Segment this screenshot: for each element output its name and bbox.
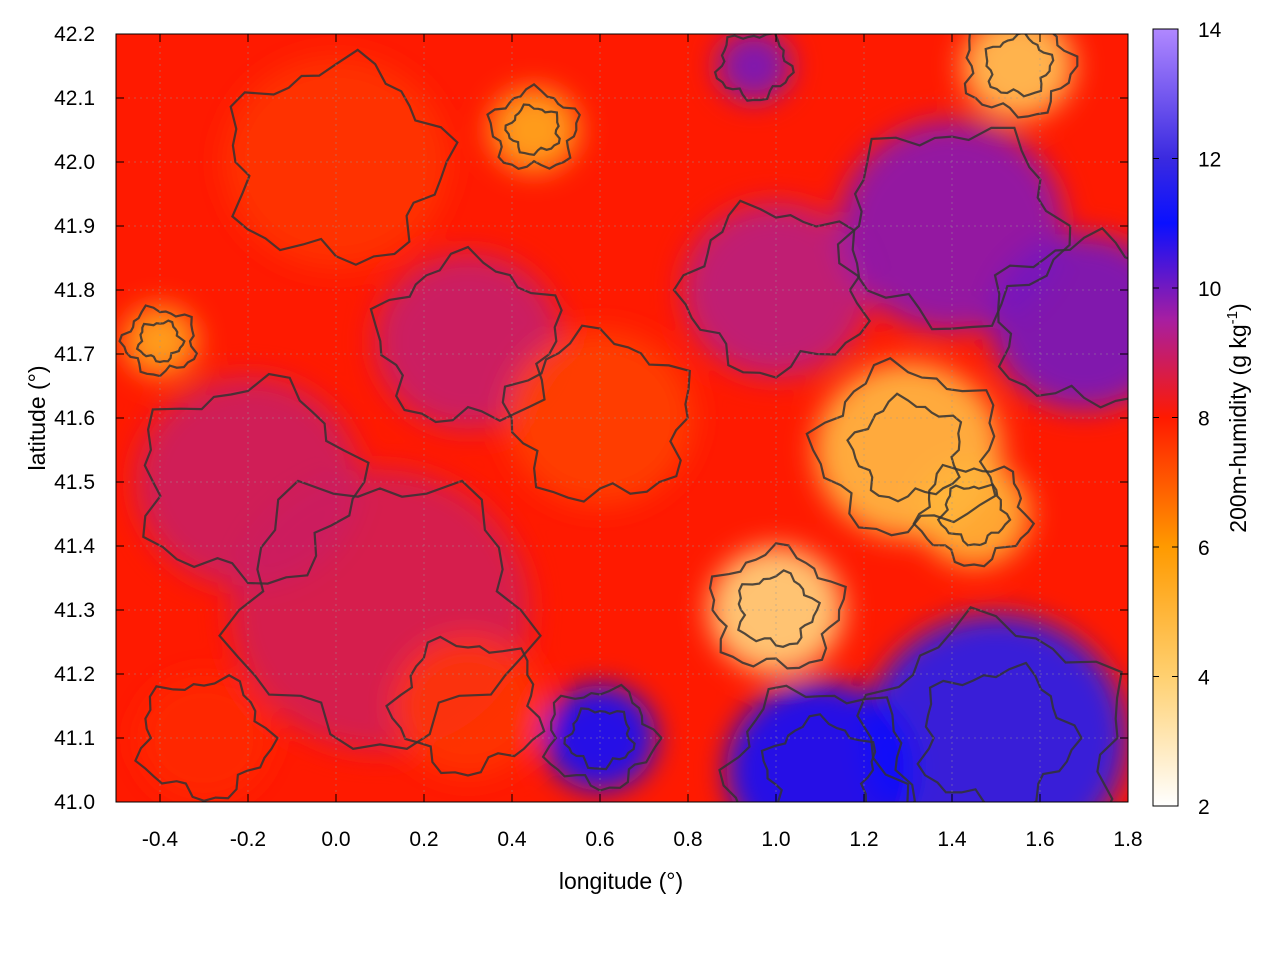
colorbar-tick-label: 10: [1198, 278, 1221, 301]
y-tick-label: 41.2: [54, 663, 95, 686]
y-tick-label: 42.2: [54, 23, 95, 46]
contour-line: [229, 48, 459, 266]
x-tick-label: 1.8: [1113, 828, 1142, 851]
y-axis: 41.0 41.1 41.2 41.3 41.4 41.5 41.6 41.7 41.8 41.9…: [54, 23, 1128, 814]
colorbar-title: 200m-humidity (g kg-1): [1224, 303, 1251, 532]
contour-line: [718, 684, 917, 802]
contour-line: [993, 226, 1128, 409]
colorbar-title-main: 200m-humidity (g kg: [1225, 324, 1251, 532]
humidity-region: [489, 87, 579, 173]
colorbar-tick-label: 4: [1198, 667, 1210, 690]
x-axis-title: longitude (°): [559, 868, 683, 894]
y-tick-label: 41.4: [54, 535, 95, 558]
contour-line: [805, 356, 997, 537]
humidity-region: [726, 682, 914, 802]
x-tick-label: 0.6: [585, 828, 614, 851]
x-tick-label: -0.4: [142, 828, 179, 851]
y-tick-label: 41.8: [54, 279, 95, 302]
contour-line: [504, 103, 561, 156]
colorbar-tick-label: 8: [1198, 408, 1210, 431]
contour-line: [963, 34, 1079, 119]
colorbar-title-sup: -1: [1224, 311, 1241, 324]
y-tick-label: 41.6: [54, 407, 95, 430]
contour-line: [846, 392, 963, 503]
contour-line: [856, 605, 1123, 802]
y-tick-label: 41.3: [54, 599, 95, 622]
x-tick-label: 1.4: [937, 828, 967, 851]
y-tick-label: 41.9: [54, 215, 95, 238]
y-tick-label: 42.1: [54, 87, 95, 110]
contour-line: [984, 34, 1055, 98]
x-axis: -0.4 -0.2 0.0 0.2 0.4 0.6 0.8 1.0 1.2 1.4 1.6 1.8: [142, 34, 1143, 851]
humidity-region: [961, 34, 1075, 119]
y-tick-label: 41.5: [54, 471, 95, 494]
x-tick-label: -0.2: [230, 828, 266, 851]
contour-line: [936, 483, 1012, 547]
contour-line: [218, 479, 542, 750]
x-tick-label: 1.6: [1025, 828, 1054, 851]
contour-line: [369, 245, 563, 424]
contour-line: [760, 713, 877, 802]
colorbar-ticks: 2 4 6 8 10 12 14: [1153, 19, 1222, 819]
colorbar-tick-label: 2: [1198, 796, 1210, 819]
x-tick-label: 1.0: [761, 828, 790, 851]
humidity-region: [716, 34, 792, 102]
x-tick-label: 0.2: [409, 828, 438, 851]
humidity-region: [865, 614, 1127, 802]
x-tick-label: 1.2: [849, 828, 878, 851]
y-tick-label: 42.0: [54, 151, 95, 174]
colorbar-tick-label: 12: [1198, 149, 1221, 172]
colorbar-title-end: ): [1225, 303, 1251, 311]
contour-line: [385, 635, 546, 777]
humidity-region: [990, 234, 1128, 410]
contour-line: [672, 199, 872, 379]
contour-line: [134, 674, 280, 802]
contour-line: [563, 707, 636, 771]
contour-line: [836, 126, 1072, 331]
humidity-region: [393, 635, 543, 777]
y-tick-label: 41.7: [54, 343, 95, 366]
contour-line: [708, 542, 847, 670]
contour-line: [118, 304, 199, 378]
colorbar-tick-label: 6: [1198, 537, 1210, 560]
humidity-region: [136, 674, 272, 802]
y-tick-label: 41.0: [54, 791, 95, 814]
contour-line: [135, 319, 186, 364]
contour-line: [912, 463, 1036, 568]
x-tick-label: 0.0: [321, 828, 350, 851]
y-axis-title: latitude (°): [24, 365, 50, 470]
contour-line: [713, 34, 795, 102]
colorbar-tick-label: 14: [1198, 19, 1222, 42]
y-tick-label: 41.1: [54, 727, 95, 750]
grid-lines: [116, 34, 1128, 802]
x-tick-label: 0.8: [673, 828, 702, 851]
colorbar: 2 4 6 8 10 12 14 200m-humidity (g kg-1): [1152, 19, 1251, 819]
x-tick-label: 0.4: [497, 828, 527, 851]
